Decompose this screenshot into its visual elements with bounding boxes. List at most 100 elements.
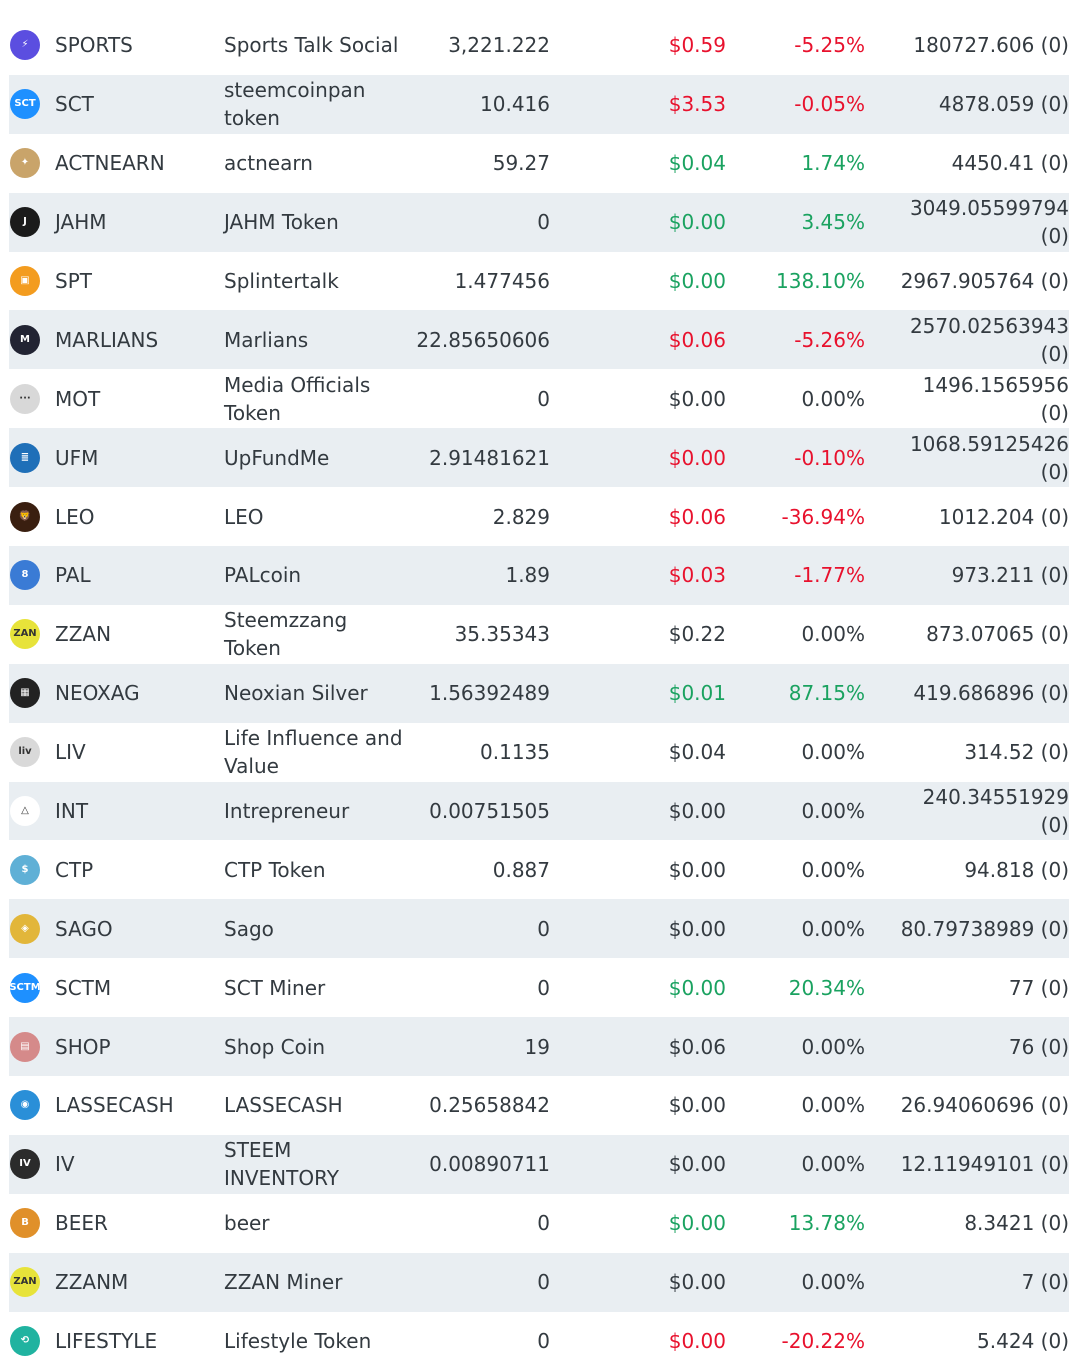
sports-bolt-icon: ⚡: [10, 30, 40, 61]
table-row[interactable]: 8 PAL PALcoin 1.89 $0.03 -1.77% 973.211 (0): [9, 546, 1069, 605]
token-name: Life Influence and Value: [224, 726, 403, 779]
token-value: 4450.41 (0): [951, 151, 1069, 176]
token-symbol[interactable]: NEOXAG: [55, 681, 140, 706]
table-row[interactable]: J JAHM JAHM Token 0 $0.00 3.45% 3049.05599794 …: [9, 192, 1069, 252]
token-value: 1496.1565956 (0): [922, 372, 1069, 425]
token-symbol[interactable]: SCTM: [55, 975, 112, 1000]
token-balance: 1.89: [505, 563, 550, 588]
table-row[interactable]: ZAN ZZAN Steemzzang Token 35.35343 $0.22 0.00…: [9, 605, 1069, 664]
token-symbol[interactable]: LEO: [55, 504, 95, 529]
token-change: -20.22%: [781, 1329, 865, 1354]
token-change: 13.78%: [788, 1211, 865, 1236]
table-row[interactable]: ≣ UFM UpFundMe 2.91481621 $0.00 -0.10% 1068.59…: [9, 428, 1069, 488]
token-symbol[interactable]: SHOP: [55, 1034, 111, 1059]
token-price: $0.00: [668, 1211, 726, 1236]
table-row[interactable]: liv LIV Life Influence and Value 0.1135 $0.0…: [9, 723, 1069, 782]
token-symbol[interactable]: INT: [55, 799, 89, 824]
token-symbol[interactable]: SAGO: [55, 916, 113, 941]
table-row[interactable]: M MARLIANS Marlians 22.85650606 $0.06 -5.26% 2…: [9, 310, 1069, 370]
token-name: CTP Token: [224, 857, 326, 882]
table-row[interactable]: ··· MOT Media Officials Token 0 $0.00 0.00% 14…: [9, 369, 1069, 428]
token-change: -5.26%: [794, 327, 865, 352]
token-change: 0.00%: [801, 1093, 865, 1118]
token-symbol[interactable]: BEER: [55, 1211, 108, 1236]
zzan-logo-icon: ZAN: [10, 619, 40, 650]
table-row[interactable]: SCT SCT steemcoinpan token 10.416 $3.53 -0.05…: [9, 74, 1069, 134]
table-row[interactable]: ▣ SPT Splintertalk 1.477456 $0.00 138.10% 2967…: [9, 252, 1069, 311]
token-change: -0.10%: [794, 445, 865, 470]
table-row[interactable]: △ INT Intrepreneur 0.00751505 $0.00 0.00% 240.…: [9, 781, 1069, 841]
token-balance: 0: [537, 916, 550, 941]
token-price: $0.00: [668, 1329, 726, 1354]
token-symbol[interactable]: IV: [55, 1152, 75, 1177]
token-balance: 0: [537, 975, 550, 1000]
token-price: $0.06: [668, 504, 726, 529]
neoxag-grid-icon: ▦: [10, 678, 40, 709]
token-name: Media Officials Token: [224, 372, 371, 425]
token-value: 12.11949101 (0): [900, 1152, 1069, 1177]
table-row[interactable]: B BEER beer 0 $0.00 13.78% 8.3421 (0): [9, 1194, 1069, 1253]
table-row[interactable]: 🦁 LEO LEO 2.829 $0.06 -36.94% 1012.204 (0): [9, 487, 1069, 546]
token-price: $0.00: [668, 445, 726, 470]
table-row[interactable]: IV IV STEEM INVENTORY 0.00890711 $0.00 0.00% 1…: [9, 1134, 1069, 1194]
token-balance: 0.25658842: [429, 1093, 550, 1118]
token-price: $0.06: [668, 327, 726, 352]
token-name: Splintertalk: [224, 269, 339, 293]
token-symbol[interactable]: SPT: [55, 269, 92, 293]
token-name: Neoxian Silver: [224, 681, 368, 706]
table-row[interactable]: ◉ LASSECASH LASSECASH 0.25658842 $0.00 0.00% 2…: [9, 1076, 1069, 1135]
shop-logo-icon: ▤: [10, 1031, 40, 1062]
lassecash-logo-icon: ◉: [10, 1090, 40, 1121]
token-name: SCT Miner: [224, 975, 326, 1000]
token-value: 4878.059 (0): [938, 92, 1069, 117]
token-value: 77 (0): [1008, 975, 1069, 1000]
table-row[interactable]: SCTM SCTM SCT Miner 0 $0.00 20.34% 77 (0): [9, 958, 1069, 1017]
token-symbol[interactable]: PAL: [55, 563, 91, 588]
token-balance: 0.00751505: [429, 799, 550, 824]
token-symbol[interactable]: LASSECASH: [55, 1093, 174, 1118]
int-triangle-icon: △: [10, 796, 40, 827]
token-symbol[interactable]: CTP: [55, 857, 94, 882]
table-row[interactable]: ▤ SHOP Shop Coin 19 $0.06 0.00% 76 (0): [9, 1017, 1069, 1077]
token-change: 0.00%: [801, 622, 865, 647]
token-name: Intrepreneur: [224, 799, 350, 824]
token-table: ⚡ SPORTS Sports Talk Social 3,221.222 $0.59 -…: [9, 16, 1069, 1370]
token-change: 0.00%: [801, 386, 865, 411]
token-symbol[interactable]: JAHM: [55, 210, 107, 235]
table-row[interactable]: ZAN ZZANM ZZAN Miner 0 $0.00 0.00% 7 (0): [9, 1252, 1069, 1312]
token-symbol[interactable]: ZZANM: [55, 1270, 129, 1295]
token-value: 419.686896 (0): [913, 681, 1069, 706]
token-symbol[interactable]: SCT: [55, 92, 94, 117]
token-change: -5.25%: [794, 33, 865, 58]
token-symbol[interactable]: ZZAN: [55, 622, 112, 647]
token-name: Sago: [224, 916, 274, 941]
table-row[interactable]: ◈ SAGO Sago 0 $0.00 0.00% 80.79738989 (0): [9, 899, 1069, 959]
marlians-logo-icon: M: [10, 324, 40, 355]
token-symbol[interactable]: SPORTS: [55, 33, 133, 58]
zzanm-logo-icon: ZAN: [10, 1267, 40, 1298]
table-row[interactable]: ▦ NEOXAG Neoxian Silver 1.56392489 $0.01 87.1…: [9, 663, 1069, 723]
table-row[interactable]: ⚡ SPORTS Sports Talk Social 3,221.222 $0.59 -…: [9, 16, 1069, 75]
token-balance: 0: [537, 1211, 550, 1236]
token-symbol[interactable]: UFM: [55, 445, 99, 470]
iv-logo-icon: IV: [10, 1149, 40, 1180]
token-value: 3049.05599794 (0): [909, 196, 1069, 249]
token-balance: 1.477456: [454, 269, 550, 293]
table-row[interactable]: $ CTP CTP Token 0.887 $0.00 0.00% 94.818 (0): [9, 840, 1069, 899]
token-balance: 1.56392489: [429, 681, 550, 706]
token-value: 80.79738989 (0): [900, 916, 1069, 941]
token-symbol[interactable]: ACTNEARN: [55, 151, 165, 176]
token-symbol[interactable]: LIFESTYLE: [55, 1329, 158, 1354]
token-symbol[interactable]: LIV: [55, 740, 86, 765]
token-balance: 22.85650606: [416, 327, 550, 352]
token-value: 26.94060696 (0): [900, 1093, 1069, 1118]
table-row[interactable]: ✦ ACTNEARN actnearn 59.27 $0.04 1.74% 4450.41 …: [9, 134, 1069, 193]
token-symbol[interactable]: MOT: [55, 386, 101, 411]
table-row[interactable]: ⟲ LIFESTYLE Lifestyle Token 0 $0.00 -20.22% 5.…: [9, 1312, 1069, 1370]
token-balance: 2.91481621: [429, 445, 550, 470]
token-price: $3.53: [668, 92, 726, 117]
token-symbol[interactable]: MARLIANS: [55, 327, 159, 352]
token-value: 180727.606 (0): [913, 33, 1069, 58]
token-name: beer: [224, 1211, 270, 1236]
token-price: $0.00: [668, 1152, 726, 1177]
